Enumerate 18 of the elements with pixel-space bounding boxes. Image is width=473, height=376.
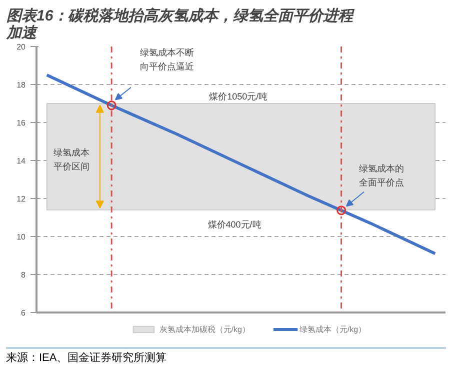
y-tick-label: 16 [16, 118, 26, 128]
line-series [45, 74, 437, 256]
y-tick-label: 20 [16, 42, 26, 52]
y-tick-label: 6 [21, 308, 26, 318]
annotation: 绿氢成本的全面平价点 [358, 163, 404, 188]
source-note: 来源：IEA、国金证券研究所测算 [6, 351, 167, 366]
annotation: 绿氢成本不断向平价点逼近 [140, 47, 194, 72]
annotation: 绿氢成本平价区间 [53, 148, 90, 172]
y-tick-label: 18 [16, 80, 26, 90]
y-tick-label: 14 [16, 156, 26, 166]
y-tick-label: 12 [16, 194, 26, 204]
annotation: 煤价400元/吨 [208, 219, 262, 230]
legend-label: 灰氢成本加碳税（元/kg） [159, 325, 250, 334]
y-tick-label: 10 [16, 232, 26, 242]
chart-title: 图表16：碳税落地抬高灰氢成本，绿氢全面平价进程加速 [6, 6, 356, 42]
annotation: 煤价1050元/吨 [209, 92, 268, 102]
legend-label: 绿氢成本（元/kg） [299, 325, 366, 334]
y-tick-label: 8 [21, 270, 26, 280]
